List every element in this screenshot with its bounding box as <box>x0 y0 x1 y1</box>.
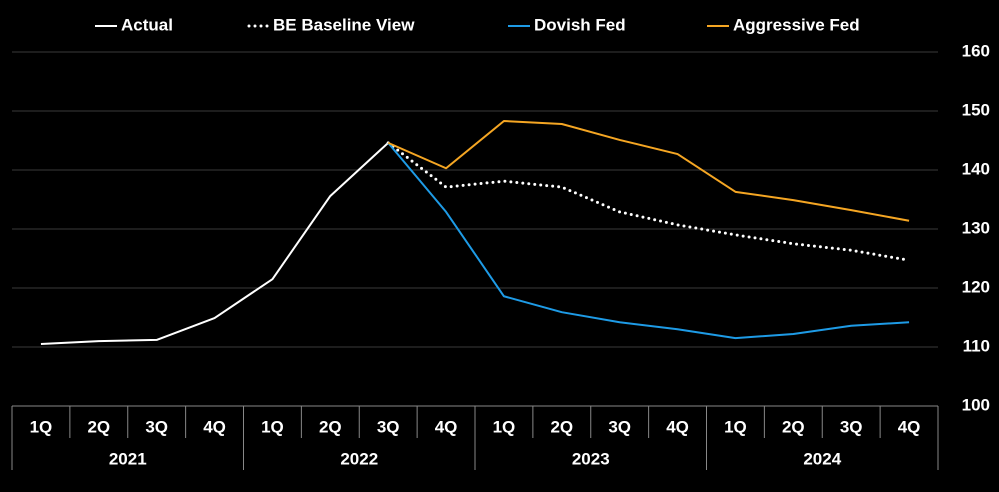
x-group-label: 2022 <box>340 449 378 468</box>
x-tick-label: 1Q <box>30 417 53 436</box>
x-tick-label: 1Q <box>493 417 516 436</box>
y-tick-label: 140 <box>962 159 990 178</box>
series-line <box>40 142 389 346</box>
x-group-label: 2021 <box>109 449 147 468</box>
x-tick-label: 2Q <box>782 417 805 436</box>
x-tick-label: 4Q <box>203 417 226 436</box>
x-tick-label: 2Q <box>87 417 110 436</box>
legend-label: Aggressive Fed <box>733 15 860 34</box>
x-tick-label: 4Q <box>666 417 689 436</box>
series-line <box>387 142 910 340</box>
x-tick-label: 3Q <box>145 417 168 436</box>
y-tick-label: 110 <box>963 336 990 355</box>
x-group-label: 2024 <box>803 449 841 468</box>
x-tick-label: 3Q <box>608 417 631 436</box>
x-tick-label: 2Q <box>550 417 573 436</box>
y-tick-label: 150 <box>962 100 990 119</box>
series-line <box>386 141 911 262</box>
y-tick-label: 130 <box>962 218 990 237</box>
legend-label: BE Baseline View <box>273 15 415 34</box>
legend-label: Actual <box>121 15 173 34</box>
y-tick-label: 160 <box>962 41 990 60</box>
x-tick-label: 4Q <box>898 417 921 436</box>
legend-label: Dovish Fed <box>534 15 626 34</box>
y-tick-label: 100 <box>962 395 990 414</box>
x-tick-label: 3Q <box>377 417 400 436</box>
x-tick-label: 1Q <box>724 417 747 436</box>
y-tick-label: 120 <box>962 277 990 296</box>
x-tick-label: 1Q <box>261 417 284 436</box>
x-group-label: 2023 <box>572 449 610 468</box>
x-tick-label: 4Q <box>435 417 458 436</box>
x-tick-label: 2Q <box>319 417 342 436</box>
x-tick-label: 3Q <box>840 417 863 436</box>
series-line <box>387 120 910 222</box>
